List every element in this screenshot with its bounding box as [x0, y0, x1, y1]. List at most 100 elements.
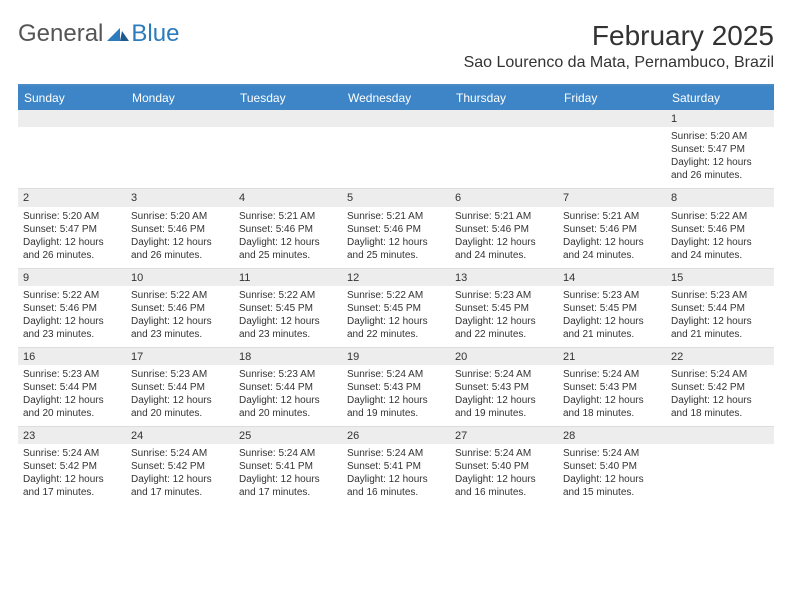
daynum-row: 232425262728: [18, 427, 774, 444]
day-dl2: and 23 minutes.: [131, 328, 229, 341]
daynum-cell: 10: [126, 269, 234, 286]
day-number: 4: [239, 192, 245, 204]
daynum-cell: 17: [126, 348, 234, 365]
daynum-cell: [342, 110, 450, 127]
day-ss: Sunset: 5:44 PM: [131, 381, 229, 394]
day-dl2: and 26 minutes.: [671, 169, 769, 182]
title-block: February 2025 Sao Lourenco da Mata, Pern…: [464, 20, 774, 72]
day-ss: Sunset: 5:43 PM: [347, 381, 445, 394]
day-sr: Sunrise: 5:22 AM: [23, 289, 121, 302]
day-detail-cell: Sunrise: 5:23 AMSunset: 5:44 PMDaylight:…: [666, 286, 774, 347]
day-dl1: Daylight: 12 hours: [671, 315, 769, 328]
day-number: 18: [239, 351, 251, 363]
day-dl2: and 20 minutes.: [239, 407, 337, 420]
brand-blue: Blue: [131, 20, 179, 48]
day-number: 17: [131, 351, 143, 363]
day-number: 6: [455, 192, 461, 204]
day-sr: Sunrise: 5:24 AM: [131, 447, 229, 460]
daynum-cell: 12: [342, 269, 450, 286]
day-sr: Sunrise: 5:21 AM: [347, 210, 445, 223]
day-number: 16: [23, 351, 35, 363]
day-sr: Sunrise: 5:24 AM: [455, 368, 553, 381]
day-detail-cell: Sunrise: 5:20 AMSunset: 5:46 PMDaylight:…: [126, 207, 234, 268]
day-ss: Sunset: 5:44 PM: [671, 302, 769, 315]
daynum-cell: 16: [18, 348, 126, 365]
day-ss: Sunset: 5:42 PM: [23, 460, 121, 473]
day-detail-cell: [18, 127, 126, 188]
day-ss: Sunset: 5:40 PM: [455, 460, 553, 473]
day-dl2: and 21 minutes.: [563, 328, 661, 341]
day-number: 26: [347, 430, 359, 442]
day-detail-cell: Sunrise: 5:24 AMSunset: 5:40 PMDaylight:…: [558, 444, 666, 505]
day-dl1: Daylight: 12 hours: [131, 236, 229, 249]
detail-row: Sunrise: 5:23 AMSunset: 5:44 PMDaylight:…: [18, 365, 774, 427]
day-dl1: Daylight: 12 hours: [455, 315, 553, 328]
day-sr: Sunrise: 5:23 AM: [239, 368, 337, 381]
day-dl2: and 17 minutes.: [239, 486, 337, 499]
day-sr: Sunrise: 5:20 AM: [131, 210, 229, 223]
day-dl1: Daylight: 12 hours: [239, 394, 337, 407]
day-detail-cell: Sunrise: 5:23 AMSunset: 5:44 PMDaylight:…: [18, 365, 126, 426]
day-number: 20: [455, 351, 467, 363]
detail-row: Sunrise: 5:20 AMSunset: 5:47 PMDaylight:…: [18, 127, 774, 189]
daynum-cell: 5: [342, 189, 450, 206]
day-ss: Sunset: 5:41 PM: [347, 460, 445, 473]
day-detail-cell: Sunrise: 5:24 AMSunset: 5:42 PMDaylight:…: [18, 444, 126, 505]
calendar-body: 1Sunrise: 5:20 AMSunset: 5:47 PMDaylight…: [18, 110, 774, 505]
day-dl2: and 18 minutes.: [563, 407, 661, 420]
day-sr: Sunrise: 5:24 AM: [347, 447, 445, 460]
day-sr: Sunrise: 5:21 AM: [563, 210, 661, 223]
day-dl2: and 23 minutes.: [239, 328, 337, 341]
daynum-cell: [18, 110, 126, 127]
day-detail-cell: Sunrise: 5:21 AMSunset: 5:46 PMDaylight:…: [558, 207, 666, 268]
day-dl2: and 24 minutes.: [563, 249, 661, 262]
day-ss: Sunset: 5:46 PM: [347, 223, 445, 236]
top-bar: General Blue February 2025 Sao Lourenco …: [18, 20, 774, 72]
day-dl1: Daylight: 12 hours: [347, 236, 445, 249]
weekday-saturday: Saturday: [666, 86, 774, 110]
location-text: Sao Lourenco da Mata, Pernambuco, Brazil: [464, 54, 774, 72]
daynum-row: 9101112131415: [18, 269, 774, 286]
day-dl1: Daylight: 12 hours: [671, 394, 769, 407]
day-sr: Sunrise: 5:23 AM: [23, 368, 121, 381]
day-number: 3: [131, 192, 137, 204]
day-ss: Sunset: 5:45 PM: [239, 302, 337, 315]
day-sr: Sunrise: 5:24 AM: [455, 447, 553, 460]
day-dl1: Daylight: 12 hours: [455, 473, 553, 486]
weekday-sunday: Sunday: [18, 86, 126, 110]
daynum-cell: 26: [342, 427, 450, 444]
day-dl1: Daylight: 12 hours: [347, 315, 445, 328]
day-dl1: Daylight: 12 hours: [131, 473, 229, 486]
day-detail-cell: Sunrise: 5:22 AMSunset: 5:46 PMDaylight:…: [666, 207, 774, 268]
day-dl1: Daylight: 12 hours: [671, 156, 769, 169]
day-dl2: and 15 minutes.: [563, 486, 661, 499]
day-dl1: Daylight: 12 hours: [455, 394, 553, 407]
day-ss: Sunset: 5:46 PM: [23, 302, 121, 315]
detail-row: Sunrise: 5:22 AMSunset: 5:46 PM Daylight:…: [18, 286, 774, 348]
daynum-cell: [234, 110, 342, 127]
daynum-cell: 28: [558, 427, 666, 444]
day-number: 21: [563, 351, 575, 363]
day-dl2: and 18 minutes.: [671, 407, 769, 420]
day-dl2: and 19 minutes.: [455, 407, 553, 420]
day-detail-cell: Sunrise: 5:20 AMSunset: 5:47 PMDaylight:…: [18, 207, 126, 268]
day-detail-cell: Sunrise: 5:22 AMSunset: 5:46 PMDaylight:…: [126, 286, 234, 347]
day-dl1: Daylight: 12 hours: [347, 473, 445, 486]
day-dl1: Daylight: 12 hours: [563, 473, 661, 486]
day-detail-cell: [342, 127, 450, 188]
day-sr: Sunrise: 5:23 AM: [455, 289, 553, 302]
day-sr: Sunrise: 5:24 AM: [347, 368, 445, 381]
day-sr: Sunrise: 5:23 AM: [131, 368, 229, 381]
day-sr: Sunrise: 5:21 AM: [455, 210, 553, 223]
daynum-cell: [666, 427, 774, 444]
day-detail-cell: Sunrise: 5:24 AMSunset: 5:41 PMDaylight:…: [234, 444, 342, 505]
day-dl2: and 19 minutes.: [347, 407, 445, 420]
day-number: 19: [347, 351, 359, 363]
weekday-header: Sunday Monday Tuesday Wednesday Thursday…: [18, 86, 774, 110]
day-number: 11: [239, 272, 250, 284]
daynum-cell: 8: [666, 189, 774, 206]
daynum-cell: 13: [450, 269, 558, 286]
day-detail-cell: Sunrise: 5:21 AMSunset: 5:46 PMDaylight:…: [342, 207, 450, 268]
day-ss: Sunset: 5:46 PM: [131, 223, 229, 236]
brand-logo: General Blue: [18, 20, 179, 48]
